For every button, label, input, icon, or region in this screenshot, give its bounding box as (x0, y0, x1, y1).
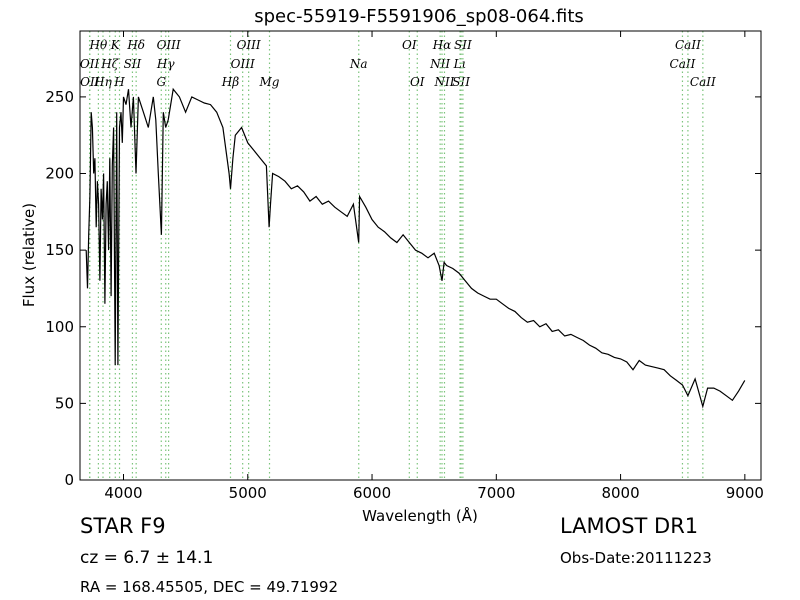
marker-label: Hα (432, 38, 452, 52)
x-axis: 4000 5000 6000 7000 8000 9000 (104, 31, 764, 502)
coordinates-label: RA = 168.45505, DEC = 49.71992 (80, 578, 339, 596)
marker-label: OI (402, 38, 417, 52)
x-tick-label: 4000 (104, 484, 142, 502)
marker-label: OI (410, 75, 425, 89)
y-tick-label: 250 (45, 88, 74, 106)
marker-label: Hη (93, 75, 112, 89)
x-tick-label: 6000 (353, 484, 391, 502)
marker-label: Hθ (89, 38, 108, 52)
x-axis-label: Wavelength (Å) (362, 506, 478, 525)
marker-label: OIII (231, 57, 255, 71)
marker-label: Hδ (126, 38, 145, 52)
marker-label: OIII (157, 38, 181, 52)
marker-label: NII (429, 57, 450, 71)
x-tick-label: 7000 (477, 484, 515, 502)
marker-label: G (156, 75, 166, 89)
marker-label: Hγ (156, 57, 175, 71)
marker-label: CaII (670, 57, 696, 71)
marker-label: SII (454, 38, 472, 52)
marker-label: SII (452, 75, 470, 89)
marker-label: SII (124, 57, 142, 71)
class-label: STAR F9 (80, 514, 166, 538)
marker-label: Lι (453, 57, 467, 71)
marker-label: CaII (690, 75, 716, 89)
obs-date-label: Obs-Date:20111223 (560, 549, 712, 567)
marker-label: Mg (259, 75, 280, 89)
y-axis-label: Flux (relative) (20, 203, 38, 307)
x-tick-label: 5000 (229, 484, 267, 502)
chart-title: spec-55919-F5591906_sp08-064.fits (254, 6, 584, 27)
marker-label: K (110, 38, 121, 52)
y-axis: 0 50 100 150 200 250 (45, 88, 761, 489)
marker-label: OII (80, 75, 100, 89)
line-markers: OIIOIIHθHηHζKHSIIHδGHγOIIIHβOIIIOIIIMgNa… (80, 31, 716, 480)
y-tick-label: 200 (45, 165, 74, 183)
x-tick-label: 9000 (726, 484, 764, 502)
y-tick-label: 0 (64, 471, 74, 489)
survey-label: LAMOST DR1 (560, 514, 699, 538)
marker-label: CaII (675, 38, 701, 52)
y-tick-label: 50 (55, 394, 74, 412)
marker-label: NII (433, 75, 454, 89)
marker-label: H (113, 75, 125, 89)
marker-label: OIII (237, 38, 261, 52)
plot-frame (79, 30, 762, 481)
y-tick-label: 100 (45, 318, 74, 336)
y-tick-label: 150 (45, 241, 74, 259)
spectrum-line (85, 87, 746, 409)
x-tick-label: 8000 (601, 484, 639, 502)
marker-label: Hζ (100, 57, 119, 71)
redshift-label: cz = 6.7 ± 14.1 (80, 548, 214, 568)
marker-label: Na (349, 57, 368, 71)
marker-label: Hβ (221, 75, 239, 89)
